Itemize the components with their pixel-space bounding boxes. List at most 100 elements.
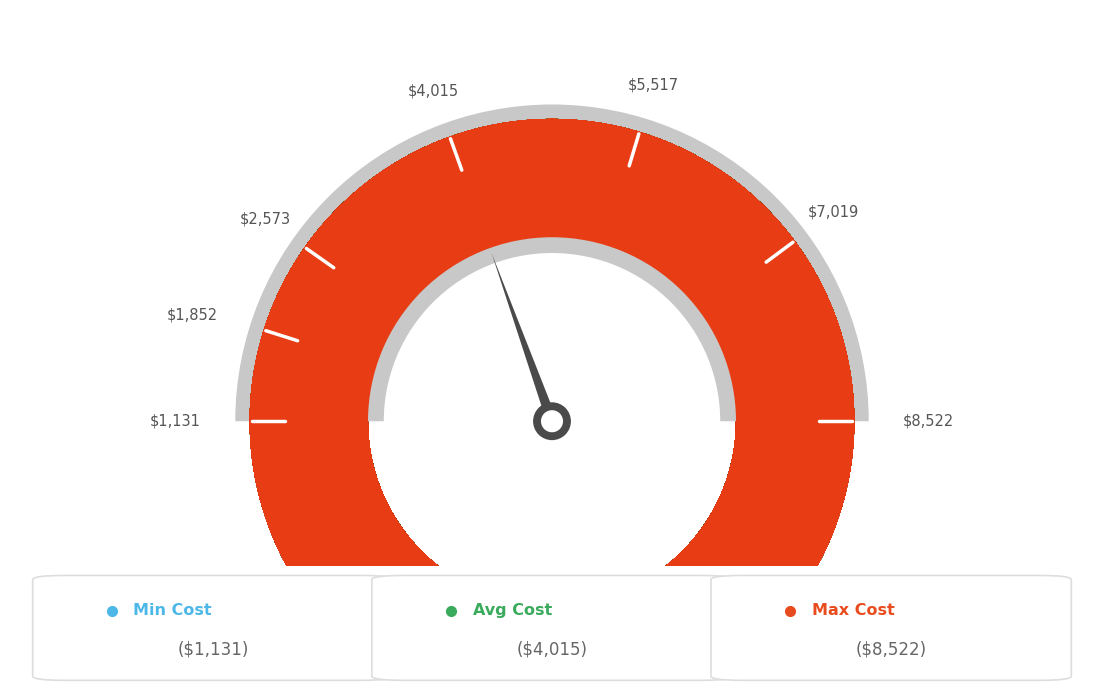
- Wedge shape: [250, 119, 854, 690]
- Wedge shape: [250, 119, 854, 690]
- Wedge shape: [250, 119, 854, 690]
- Wedge shape: [235, 104, 869, 421]
- Wedge shape: [250, 119, 854, 690]
- Wedge shape: [250, 119, 854, 690]
- Wedge shape: [250, 119, 854, 690]
- Wedge shape: [250, 119, 854, 690]
- Wedge shape: [250, 119, 854, 690]
- Wedge shape: [250, 119, 854, 690]
- Wedge shape: [250, 119, 854, 690]
- Wedge shape: [250, 119, 854, 690]
- Wedge shape: [250, 119, 854, 690]
- Wedge shape: [250, 119, 854, 690]
- Wedge shape: [250, 119, 854, 690]
- Wedge shape: [250, 119, 854, 690]
- Wedge shape: [250, 119, 854, 690]
- Wedge shape: [250, 119, 854, 690]
- Wedge shape: [250, 119, 854, 690]
- Wedge shape: [250, 119, 854, 690]
- Wedge shape: [250, 119, 854, 690]
- Wedge shape: [250, 119, 854, 690]
- Wedge shape: [250, 119, 854, 690]
- Wedge shape: [250, 119, 854, 690]
- Wedge shape: [250, 119, 854, 690]
- Wedge shape: [250, 119, 854, 690]
- Wedge shape: [250, 119, 854, 690]
- Wedge shape: [250, 119, 854, 690]
- Wedge shape: [250, 119, 854, 690]
- Wedge shape: [250, 119, 854, 690]
- Wedge shape: [250, 119, 854, 690]
- Wedge shape: [250, 119, 854, 690]
- Wedge shape: [250, 119, 854, 690]
- Wedge shape: [250, 119, 854, 690]
- Wedge shape: [250, 119, 854, 690]
- Wedge shape: [250, 119, 854, 690]
- Wedge shape: [250, 119, 854, 690]
- Wedge shape: [250, 119, 854, 690]
- Wedge shape: [250, 119, 854, 690]
- Wedge shape: [250, 119, 854, 690]
- Wedge shape: [250, 119, 854, 690]
- Wedge shape: [250, 119, 854, 690]
- Text: ($8,522): ($8,522): [856, 640, 926, 658]
- Wedge shape: [250, 119, 854, 690]
- Wedge shape: [250, 119, 854, 690]
- Wedge shape: [250, 119, 854, 690]
- Wedge shape: [250, 119, 854, 690]
- Wedge shape: [250, 119, 854, 690]
- Wedge shape: [250, 119, 854, 690]
- Wedge shape: [250, 119, 854, 690]
- Wedge shape: [250, 119, 854, 690]
- Wedge shape: [250, 119, 854, 690]
- Wedge shape: [250, 119, 854, 690]
- Wedge shape: [250, 119, 854, 690]
- Wedge shape: [250, 119, 854, 690]
- Wedge shape: [250, 119, 854, 690]
- Wedge shape: [250, 119, 854, 690]
- Wedge shape: [250, 119, 854, 690]
- Wedge shape: [250, 119, 854, 690]
- Wedge shape: [250, 119, 854, 690]
- Wedge shape: [250, 119, 854, 690]
- Wedge shape: [250, 119, 854, 690]
- Wedge shape: [250, 119, 854, 690]
- Wedge shape: [250, 119, 854, 690]
- Wedge shape: [250, 119, 854, 690]
- Wedge shape: [250, 119, 854, 690]
- Text: $1,852: $1,852: [167, 308, 217, 323]
- Wedge shape: [250, 119, 854, 690]
- Wedge shape: [250, 119, 854, 690]
- Wedge shape: [250, 119, 854, 690]
- Wedge shape: [250, 119, 854, 690]
- Wedge shape: [250, 119, 854, 690]
- Text: Avg Cost: Avg Cost: [473, 603, 552, 618]
- Wedge shape: [250, 119, 854, 690]
- Wedge shape: [250, 119, 854, 690]
- Wedge shape: [250, 119, 854, 690]
- Text: $5,517: $5,517: [628, 78, 679, 93]
- Wedge shape: [250, 119, 854, 690]
- Wedge shape: [250, 119, 854, 690]
- Wedge shape: [250, 119, 854, 690]
- Wedge shape: [250, 119, 854, 690]
- Wedge shape: [250, 119, 854, 690]
- Wedge shape: [250, 119, 854, 690]
- Wedge shape: [250, 119, 854, 690]
- Wedge shape: [250, 119, 854, 690]
- Wedge shape: [250, 119, 854, 690]
- Wedge shape: [250, 119, 854, 690]
- Wedge shape: [250, 119, 854, 690]
- Wedge shape: [250, 119, 854, 690]
- Wedge shape: [250, 119, 854, 690]
- Wedge shape: [250, 119, 854, 690]
- Wedge shape: [250, 119, 854, 690]
- Wedge shape: [250, 119, 854, 690]
- Wedge shape: [250, 119, 854, 690]
- Wedge shape: [250, 119, 854, 690]
- Wedge shape: [250, 119, 854, 690]
- Wedge shape: [250, 119, 854, 690]
- Wedge shape: [250, 119, 854, 690]
- Wedge shape: [250, 119, 854, 690]
- Wedge shape: [250, 119, 854, 690]
